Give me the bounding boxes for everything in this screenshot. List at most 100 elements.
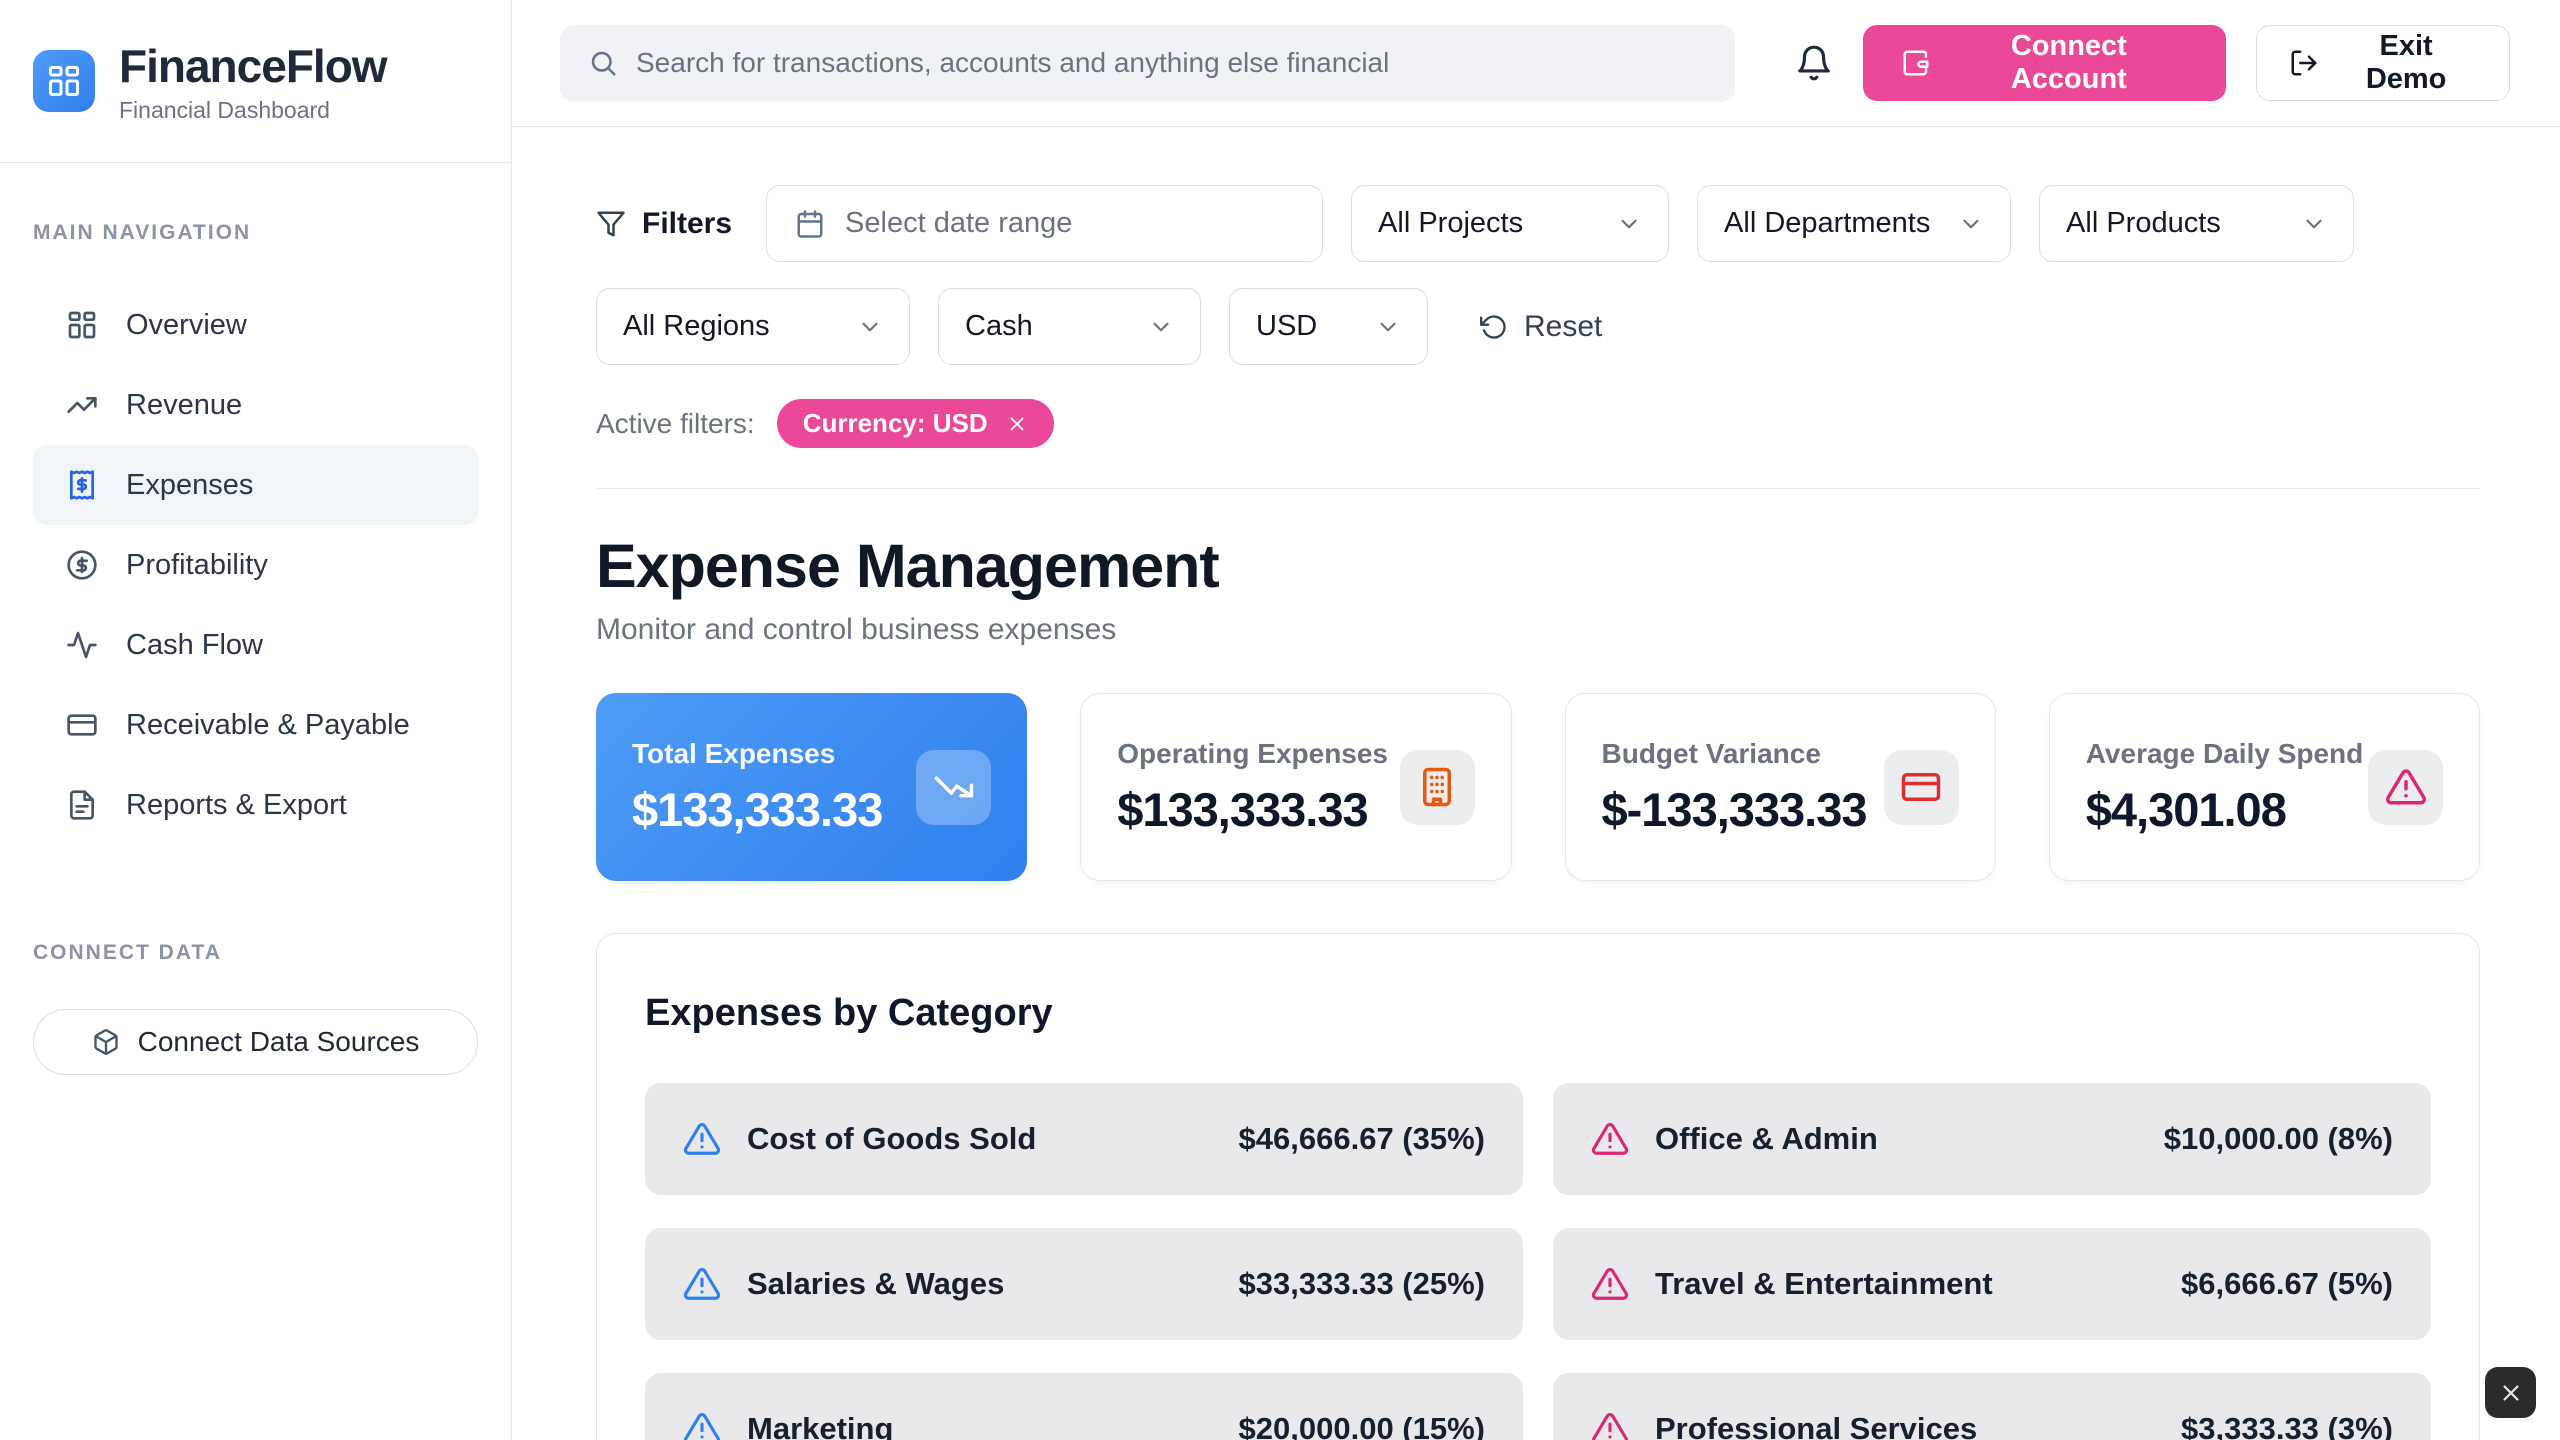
sidebar-item-profitability[interactable]: Profitability <box>33 525 478 605</box>
category-value: $46,666.67 (35%) <box>1238 1121 1485 1156</box>
chevron-down-icon <box>862 322 878 331</box>
stat-value: $133,333.33 <box>632 782 883 836</box>
stat-value: $4,301.08 <box>2085 782 2287 836</box>
brand-text: FinanceFlow Financial Dashboard <box>119 39 388 124</box>
stat-value: $-133,333.33 <box>1601 782 1868 836</box>
stat-card-budget-variance[interactable]: Budget Variance $-133,333.33 <box>1564 693 1996 881</box>
connect-account-label: Connect Account <box>2010 30 2127 95</box>
page-title: Expense Management <box>596 532 1220 600</box>
receipt-icon <box>70 470 94 500</box>
alert-triangle-icon <box>683 1123 721 1155</box>
connect-data-section: CONNECT DATA Connect Data Sources <box>0 941 511 1075</box>
stat-label: Operating Expenses <box>1117 737 1389 769</box>
chevron-down-icon <box>1153 322 1169 331</box>
category-row-marketing[interactable]: Marketing $20,000.00 (15%) <box>645 1373 1523 1440</box>
log-out-icon <box>2291 50 2317 76</box>
stat-card-operating-expenses[interactable]: Operating Expenses $133,333.33 <box>1080 693 1512 881</box>
search-input[interactable] <box>636 47 1708 79</box>
dollar-circle-icon <box>67 550 97 580</box>
products-select[interactable]: All Products <box>2039 185 2355 262</box>
brand-name: FinanceFlow <box>119 39 388 92</box>
active-filters-row: Active filters: Currency: USD <box>596 399 2480 448</box>
category-value: $20,000.00 (15%) <box>1238 1411 1485 1440</box>
global-search[interactable] <box>560 24 1736 102</box>
departments-select[interactable]: All Departments <box>1697 185 2012 262</box>
section-divider <box>596 488 2480 489</box>
exit-demo-label: Exit Demo <box>2365 30 2447 95</box>
connect-data-sources-button[interactable]: Connect Data Sources <box>33 1009 478 1075</box>
main-area: Connect Account Exit Demo Filters <box>512 0 2560 1440</box>
products-select-value: All Products <box>2066 207 2221 239</box>
regions-select-value: All Regions <box>623 310 770 342</box>
category-label: Marketing <box>747 1411 894 1440</box>
chevron-down-icon <box>1621 219 1637 228</box>
sidebar-item-label: Receivable & Payable <box>126 708 410 741</box>
notifications-button[interactable] <box>1795 44 1833 82</box>
credit-card-icon <box>1902 773 1941 801</box>
stat-text: Average Daily Spend $4,301.08 <box>2086 738 2364 837</box>
category-value: $10,000.00 (8%) <box>2163 1121 2393 1156</box>
accounting-basis-select[interactable]: Cash <box>938 288 1201 365</box>
reset-filters-button[interactable]: Reset <box>1480 310 1602 344</box>
sidebar-item-label: Overview <box>126 308 247 341</box>
reset-label: Reset <box>1524 309 1603 343</box>
stat-value: $133,333.33 <box>1117 782 1368 836</box>
filters-row-2: All Regions Cash USD Reset <box>596 288 2480 365</box>
category-label: Professional Services <box>1655 1411 1978 1440</box>
sidebar-item-label: Expenses <box>126 468 254 501</box>
brand-header: FinanceFlow Financial Dashboard <box>0 0 511 163</box>
nav-section-title: MAIN NAVIGATION <box>33 221 252 244</box>
chevron-down-icon <box>1380 322 1396 331</box>
exit-demo-button[interactable]: Exit Demo <box>2256 25 2510 101</box>
category-row-travel-entertainment[interactable]: Travel & Entertainment $6,666.67 (5%) <box>1553 1228 2431 1340</box>
connect-data-sources-label: Connect Data Sources <box>137 1026 420 1057</box>
category-label: Travel & Entertainment <box>1655 1266 1993 1301</box>
chip-label: Currency: USD <box>802 408 988 438</box>
sidebar-item-label: Reports & Export <box>126 788 347 821</box>
main-navigation: MAIN NAVIGATION Overview Revenue <box>0 163 511 845</box>
stat-label: Budget Variance <box>1601 737 1821 769</box>
date-range-placeholder: Select date range <box>845 207 1073 239</box>
sidebar-item-revenue[interactable]: Revenue <box>33 365 478 445</box>
stat-icon-badge <box>1399 749 1475 825</box>
regions-select[interactable]: All Regions <box>596 288 910 365</box>
stat-text: Operating Expenses $133,333.33 <box>1117 738 1388 837</box>
active-filter-chip-currency[interactable]: Currency: USD <box>776 399 1054 448</box>
file-text-icon <box>70 790 94 820</box>
sidebar-item-expenses[interactable]: Expenses <box>33 445 478 525</box>
date-range-input[interactable]: Select date range <box>766 185 1324 262</box>
category-value: $33,333.33 (25%) <box>1238 1266 1485 1301</box>
category-row-cost-of-goods-sold[interactable]: Cost of Goods Sold $46,666.67 (35%) <box>645 1083 1523 1195</box>
category-row-professional-services[interactable]: Professional Services $3,333.33 (3%) <box>1553 1373 2431 1440</box>
close-overlay-button[interactable] <box>2485 1367 2536 1418</box>
app-logo <box>33 50 95 112</box>
funnel-icon <box>597 211 625 236</box>
category-row-office-admin[interactable]: Office & Admin $10,000.00 (8%) <box>1553 1083 2431 1195</box>
stat-card-total-expenses[interactable]: Total Expenses $133,333.33 <box>596 693 1028 881</box>
filters-label-group: Filters <box>596 207 732 241</box>
alert-triangle-icon <box>1591 1413 1629 1440</box>
sidebar-item-overview[interactable]: Overview <box>33 285 478 365</box>
category-label: Office & Admin <box>1655 1121 1878 1156</box>
connect-account-button[interactable]: Connect Account <box>1863 25 2227 101</box>
search-icon <box>591 51 616 76</box>
rotate-ccw-icon <box>1480 314 1506 339</box>
sidebar-item-reports-export[interactable]: Reports & Export <box>33 765 478 845</box>
brand-tagline: Financial Dashboard <box>119 96 330 123</box>
dashboard-grid-icon <box>68 311 96 339</box>
x-icon[interactable] <box>1006 413 1028 435</box>
stat-card-average-daily-spend[interactable]: Average Daily Spend $4,301.08 <box>2048 693 2480 881</box>
credit-card-icon <box>67 714 97 736</box>
stat-icon-badge <box>1883 749 1959 825</box>
stat-label: Total Expenses <box>632 737 836 769</box>
projects-select[interactable]: All Projects <box>1351 185 1670 262</box>
sidebar-item-cash-flow[interactable]: Cash Flow <box>33 605 478 685</box>
category-row-salaries-wages[interactable]: Salaries & Wages $33,333.33 (25%) <box>645 1228 1523 1340</box>
stat-icon-badge <box>916 749 992 825</box>
category-value: $3,333.33 (3%) <box>2181 1411 2393 1440</box>
currency-select[interactable]: USD <box>1229 288 1428 365</box>
sidebar: FinanceFlow Financial Dashboard MAIN NAV… <box>0 0 512 1440</box>
sidebar-item-receivable-payable[interactable]: Receivable & Payable <box>33 685 478 765</box>
content-area: Filters Select date range All Projects A… <box>512 127 2560 1440</box>
